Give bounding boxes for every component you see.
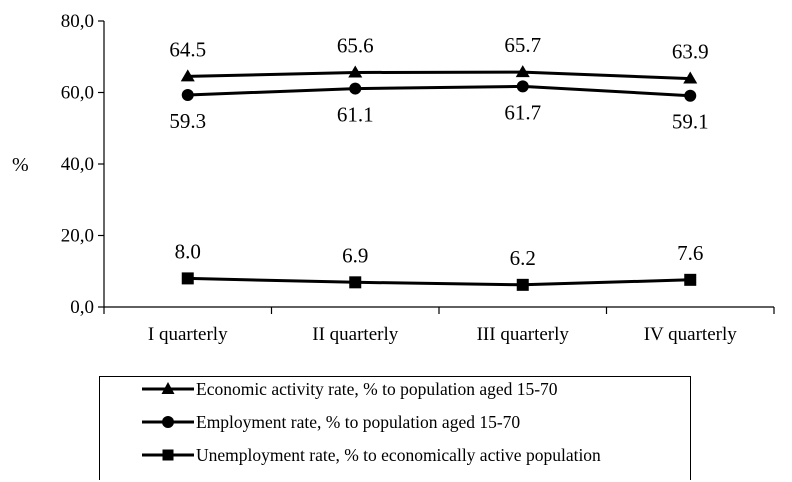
square-marker-icon: [142, 449, 194, 461]
data-label: 64.5: [169, 37, 206, 61]
y-axis: 0,0 20,0 40,0 60,0 80,0: [61, 11, 105, 318]
legend-item-employment: Employment rate, % to population aged 15…: [142, 410, 520, 434]
data-label: 59.1: [672, 110, 709, 134]
legend-label-employment: Employment rate, % to population aged 15…: [196, 411, 521, 432]
series-circle: 59.3 61.1 61.7 59.1: [169, 80, 709, 134]
y-tick-label: 20,0: [61, 226, 94, 247]
x-axis: I quarterly II quarterly III quarterly IV q…: [103, 306, 775, 345]
data-label: 8.0: [175, 239, 201, 263]
circle-marker: [516, 80, 529, 93]
legend-item-unemployment: Unemployment rate, % to economically act…: [142, 443, 601, 467]
triangle-marker: [348, 65, 363, 78]
legend-label-economic-activity: Economic activity rate, % to population …: [196, 378, 558, 399]
data-label: 6.2: [510, 246, 536, 270]
data-label: 65.6: [337, 33, 374, 57]
data-label: 7.6: [677, 241, 703, 265]
x-tick-label: II quarterly: [312, 324, 398, 345]
triangle-marker: [515, 65, 530, 78]
y-tick-label: 40,0: [61, 154, 94, 175]
legend: Economic activity rate, % to population …: [99, 376, 691, 480]
data-label: 63.9: [672, 40, 709, 64]
series-line: [187, 84, 691, 98]
legend-item-economic-activity: Economic activity rate, % to population …: [142, 377, 558, 401]
triangle-marker: [180, 69, 195, 82]
square-marker: [684, 273, 697, 286]
square-marker: [349, 276, 362, 289]
x-tick-label: III quarterly: [477, 324, 570, 345]
data-label: 65.7: [504, 33, 541, 57]
series-line: [187, 276, 691, 287]
data-label: 59.3: [169, 109, 206, 133]
square-marker: [516, 278, 529, 291]
data-label: 61.7: [504, 100, 541, 124]
series-triangle: 64.5 65.6 65.7 63.9: [169, 33, 709, 84]
circle-marker: [349, 82, 362, 95]
line-chart: 0,0 20,0 40,0 60,0 80,0 I quarterly II quarte…: [12, 11, 775, 345]
square-marker: [181, 272, 194, 285]
x-tick-label: IV quarterly: [644, 324, 738, 345]
y-axis-title: %: [12, 154, 29, 176]
circle-marker: [181, 89, 194, 102]
circle-marker-icon: [142, 416, 194, 428]
triangle-marker-icon: [142, 382, 194, 394]
series-line: [187, 70, 691, 81]
data-label: 6.9: [342, 243, 368, 267]
legend-label-unemployment: Unemployment rate, % to economically act…: [196, 444, 601, 465]
circle-marker: [684, 89, 697, 102]
y-tick-label: 60,0: [61, 83, 94, 104]
data-label: 61.1: [337, 103, 374, 127]
series-square: 8.0 6.9 6.2 7.6: [175, 239, 703, 291]
y-tick-label: 0,0: [70, 297, 94, 318]
y-tick-label: 80,0: [61, 11, 94, 32]
series-layer: 64.5 65.6 65.7 63.9 59.3 61.1 61.7 59.1 8.0 6.9 6.…: [169, 33, 709, 291]
x-tick-label: I quarterly: [148, 324, 228, 345]
triangle-marker: [683, 71, 698, 84]
